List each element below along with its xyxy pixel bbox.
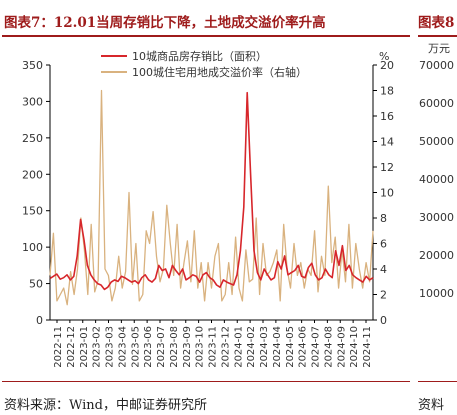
x-tick-label: 2023-03: [105, 326, 116, 368]
figure-title: 图表7：12.01当周存销比下降，土地成交溢价率升高: [4, 15, 326, 31]
figure-title-bar: 图表7：12.01当周存销比下降，土地成交溢价率升高 图表8: [0, 0, 457, 38]
x-axis-ticks: 2022-11 2022-12 2023-01 2023-02 2023-03 2023-…: [53, 320, 373, 368]
right-axis-ticks: 0 2 4 6 8 10 12 14 16 18 20: [373, 59, 394, 327]
next-figure-title: 图表8: [418, 15, 455, 31]
left-tick-label: 250: [22, 132, 43, 145]
right-tick-label: 10: [380, 187, 394, 200]
x-tick-label: 2024-02: [246, 326, 257, 368]
source-note: 资料来源：Wind，中邮证券研究所: [4, 398, 207, 413]
x-tick-label: 2023-02: [92, 326, 103, 368]
series-line-sales-ratio: [49, 91, 374, 291]
chart-right-partial: 万元 70000 60000 50000 40000 30000 20000 10000: [419, 42, 454, 300]
x-tick-label: 2024-03: [259, 326, 270, 368]
x-tick-label: 2024-11: [362, 326, 373, 368]
right-tick-label: 0: [380, 314, 387, 327]
x-tick-label: 2024-01: [233, 326, 244, 368]
right-tick-label: 8: [380, 212, 387, 225]
title-rule-right: [418, 35, 457, 37]
next-source-note: 资料: [418, 398, 445, 413]
right-chart-tick-label: 10000: [419, 287, 454, 300]
right-tick-label: 6: [380, 238, 387, 251]
right-chart-unit: 万元: [428, 42, 450, 55]
right-axis-unit: %: [379, 50, 389, 63]
x-tick-label: 2023-09: [182, 326, 193, 368]
right-chart-tick-label: 60000: [419, 97, 454, 110]
source-rule-right: [418, 381, 457, 382]
right-tick-label: 14: [380, 136, 394, 149]
left-tick-label: 150: [22, 205, 43, 218]
title-rule: [2, 35, 410, 37]
right-tick-label: 16: [380, 110, 394, 123]
x-tick-label: 2022-12: [66, 326, 77, 368]
x-tick-label: 2023-04: [117, 326, 128, 368]
x-tick-label: 2023-05: [130, 326, 141, 368]
x-tick-label: 2023-11: [208, 326, 219, 368]
x-tick-label: 2024-04: [272, 326, 283, 368]
left-axis-ticks: 0 50 100 150 200 250 300 350: [22, 59, 50, 327]
right-chart-tick-label: 50000: [419, 135, 454, 148]
right-tick-label: 4: [380, 263, 387, 276]
x-tick-label: 2024-07: [311, 326, 322, 368]
right-chart-tick-label: 20000: [419, 249, 454, 262]
legend: 10城商品房存销比（面积） 100城住宅用地成交溢价率（右轴）: [101, 49, 307, 79]
series-layer: [49, 89, 374, 306]
right-chart-y-ticks: 70000 60000 50000 40000 30000 20000 10000: [419, 59, 454, 300]
x-tick-label: 2024-09: [336, 326, 347, 368]
left-tick-label: 100: [22, 241, 43, 254]
source-rule: [2, 381, 410, 382]
left-tick-label: 50: [29, 278, 43, 291]
x-tick-label: 2024-10: [349, 326, 360, 368]
right-tick-label: 20: [380, 59, 394, 72]
x-tick-label: 2024-05: [285, 326, 296, 368]
right-tick-label: 12: [380, 161, 394, 174]
right-chart-tick-label: 70000: [419, 59, 454, 72]
axes: [49, 65, 374, 321]
x-tick-label: 2024-08: [323, 326, 334, 368]
x-tick-label: 2024-06: [298, 326, 309, 368]
right-tick-label: 2: [380, 289, 387, 302]
x-tick-label: 2022-11: [53, 326, 64, 368]
left-tick-label: 350: [22, 59, 43, 72]
right-chart-tick-label: 30000: [419, 211, 454, 224]
legend-label-series-1: 10城商品房存销比（面积）: [132, 49, 267, 63]
right-tick-label: 18: [380, 85, 394, 98]
left-tick-label: 0: [36, 314, 43, 327]
x-tick-label: 2023-08: [169, 326, 180, 368]
left-tick-label: 200: [22, 168, 43, 181]
x-tick-label: 2023-01: [79, 326, 90, 368]
x-tick-label: 2023-12: [220, 326, 231, 368]
x-tick-label: 2023-07: [156, 326, 167, 368]
left-tick-label: 300: [22, 95, 43, 108]
legend-label-series-2: 100城住宅用地成交溢价率（右轴）: [132, 65, 307, 79]
x-tick-label: 2023-06: [143, 326, 154, 368]
right-chart-tick-label: 40000: [419, 173, 454, 186]
x-tick-label: 2023-10: [195, 326, 206, 368]
